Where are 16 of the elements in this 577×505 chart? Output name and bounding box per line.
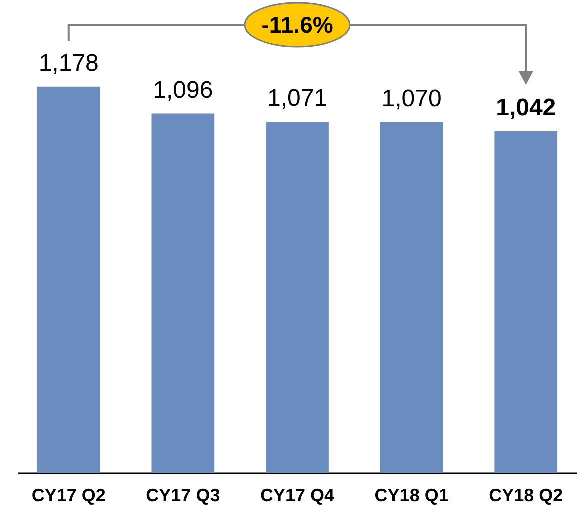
bar (266, 122, 329, 473)
data-label: 1,178 (38, 50, 99, 77)
data-label: 1,042 (496, 94, 556, 122)
bar (152, 114, 215, 473)
data-label: 1,096 (153, 76, 214, 104)
x-tick-label: CY18 Q2 (489, 486, 564, 505)
x-tick-label: CY17 Q3 (146, 486, 220, 505)
bar (380, 122, 444, 473)
data-label: 1,070 (382, 85, 442, 112)
bar (37, 86, 100, 473)
x-tick-label: CY17 Q2 (32, 486, 106, 505)
x-tick-label: CY17 Q4 (260, 486, 335, 505)
data-label: 1,071 (267, 84, 328, 112)
x-tick-label: CY18 Q1 (374, 486, 449, 505)
text: -11.6% (262, 12, 334, 38)
bar (494, 131, 558, 473)
